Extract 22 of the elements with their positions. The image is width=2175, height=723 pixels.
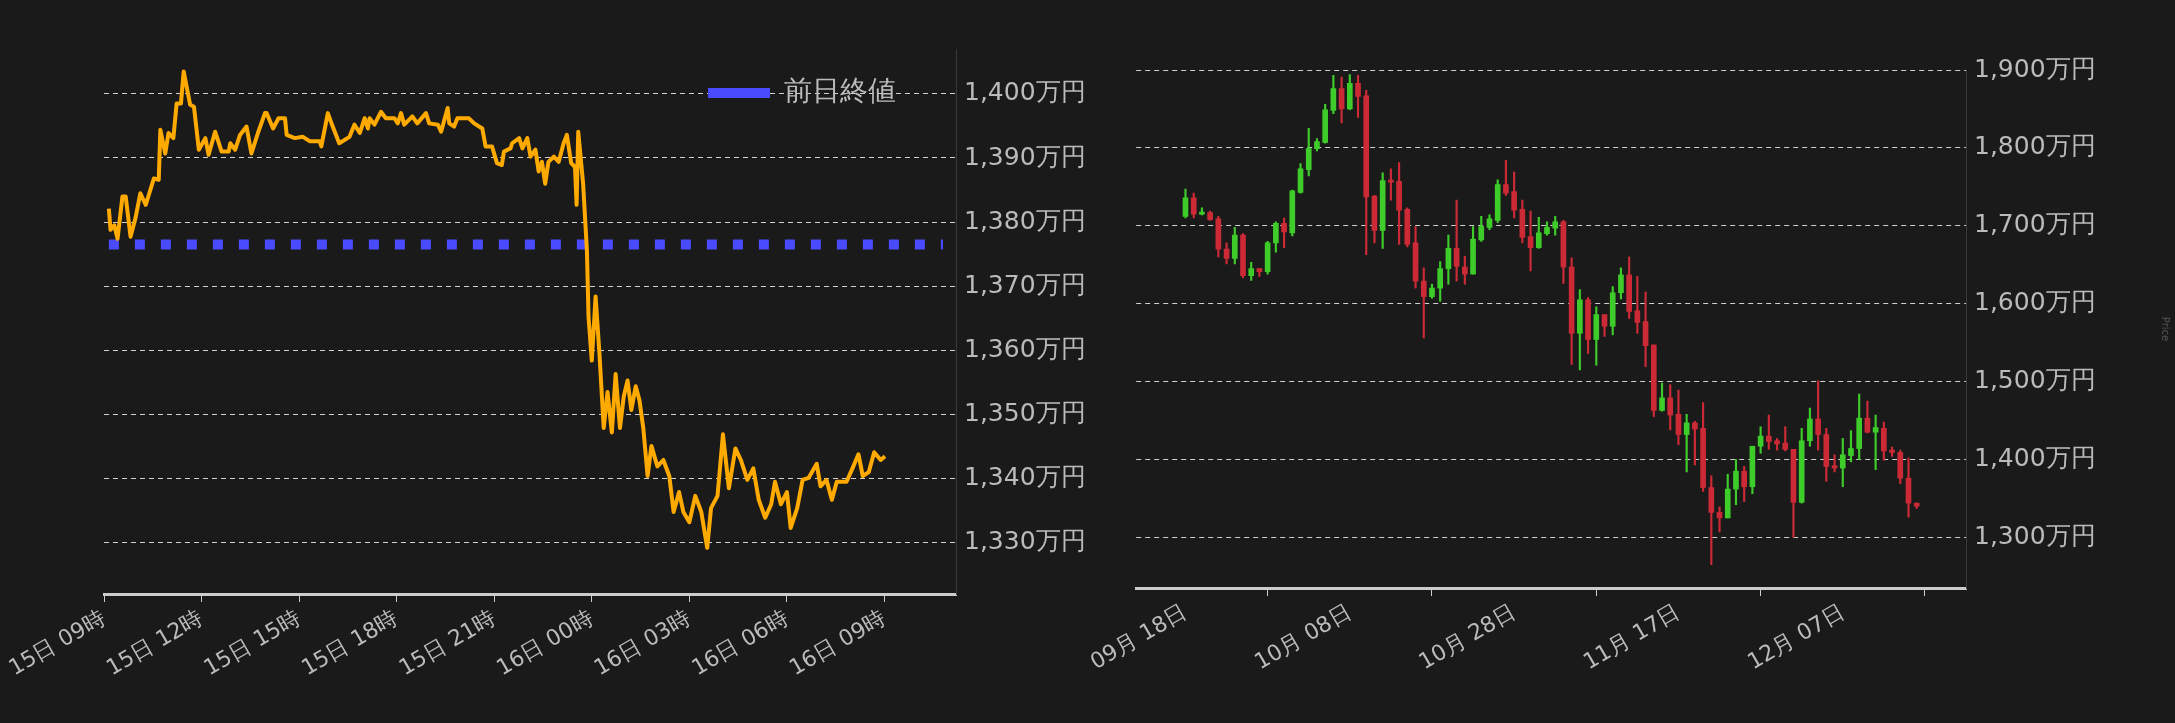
y-tick-label: 1,500万円 [1974, 365, 2096, 395]
x-tick-label: 11月 17日 [1578, 599, 1684, 675]
y-tick-label: 1,800万円 [1974, 131, 2096, 161]
x-tick-label: 09月 18日 [1085, 599, 1191, 675]
y-tick-label: 1,400万円 [1974, 442, 2096, 472]
x-tick-label: 12月 07日 [1743, 599, 1849, 675]
y-tick-label: 1,400万円 [964, 77, 1086, 107]
y-tick-label: 1,700万円 [1974, 209, 2096, 239]
y-tick-label: 1,600万円 [1974, 287, 2096, 317]
y-tick-label: 1,350万円 [964, 397, 1086, 427]
x-tick-label: 10月 28日 [1414, 599, 1520, 675]
y-tick-label: 1,380万円 [964, 205, 1086, 235]
y-tick-label: 1,370万円 [964, 269, 1086, 299]
y-tick-label: 1,300万円 [1974, 520, 2096, 550]
y-tick-label: 1,340万円 [964, 462, 1086, 492]
y-tick-label: 1,390万円 [964, 141, 1086, 171]
y-tick-label: 1,900万円 [1974, 53, 2096, 83]
legend-label: 前日終値 [784, 74, 896, 108]
y-tick-label: 1,360万円 [964, 333, 1086, 363]
x-tick-label: 10月 08日 [1250, 599, 1356, 675]
y-tick-label: 1,330万円 [964, 526, 1086, 556]
y-axis-title: Price [2160, 316, 2172, 342]
